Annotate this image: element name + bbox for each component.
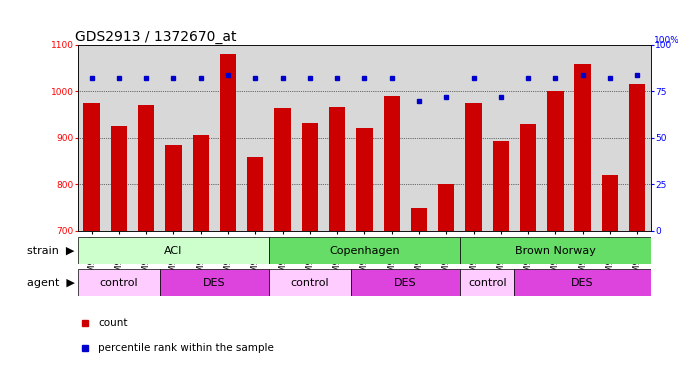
Text: agent  ▶: agent ▶ bbox=[26, 278, 75, 288]
Bar bbox=[269, 269, 351, 296]
Bar bbox=[269, 237, 460, 264]
Text: DES: DES bbox=[394, 278, 417, 288]
Bar bbox=[193, 135, 209, 231]
Bar bbox=[302, 123, 318, 231]
Bar bbox=[460, 237, 651, 264]
Text: count: count bbox=[98, 318, 127, 328]
Text: Brown Norway: Brown Norway bbox=[515, 246, 596, 256]
Bar bbox=[438, 184, 454, 231]
Text: control: control bbox=[291, 278, 330, 288]
Text: DES: DES bbox=[572, 278, 594, 288]
Bar bbox=[247, 157, 264, 231]
Bar bbox=[411, 209, 427, 231]
Bar bbox=[138, 105, 155, 231]
Bar bbox=[629, 84, 645, 231]
Bar bbox=[520, 124, 536, 231]
Text: DES: DES bbox=[203, 278, 226, 288]
Bar bbox=[356, 128, 373, 231]
Bar bbox=[78, 237, 269, 264]
Bar bbox=[111, 126, 127, 231]
Bar bbox=[460, 269, 515, 296]
Bar bbox=[351, 269, 460, 296]
Text: Copenhagen: Copenhagen bbox=[329, 246, 400, 256]
Text: control: control bbox=[100, 278, 138, 288]
Bar bbox=[83, 103, 100, 231]
Text: percentile rank within the sample: percentile rank within the sample bbox=[98, 343, 274, 353]
Bar bbox=[515, 269, 651, 296]
Text: 100%: 100% bbox=[654, 36, 678, 45]
Bar bbox=[602, 175, 618, 231]
Bar bbox=[465, 103, 482, 231]
Bar bbox=[547, 92, 563, 231]
Bar bbox=[78, 269, 160, 296]
Bar bbox=[574, 64, 591, 231]
Bar bbox=[160, 269, 269, 296]
Text: control: control bbox=[468, 278, 506, 288]
Bar bbox=[384, 96, 400, 231]
Text: GDS2913 / 1372670_at: GDS2913 / 1372670_at bbox=[75, 30, 237, 44]
Bar bbox=[493, 141, 509, 231]
Bar bbox=[275, 108, 291, 231]
Text: ACI: ACI bbox=[164, 246, 182, 256]
Bar bbox=[165, 145, 182, 231]
Bar bbox=[220, 54, 236, 231]
Bar bbox=[329, 107, 345, 231]
Text: strain  ▶: strain ▶ bbox=[27, 246, 75, 256]
